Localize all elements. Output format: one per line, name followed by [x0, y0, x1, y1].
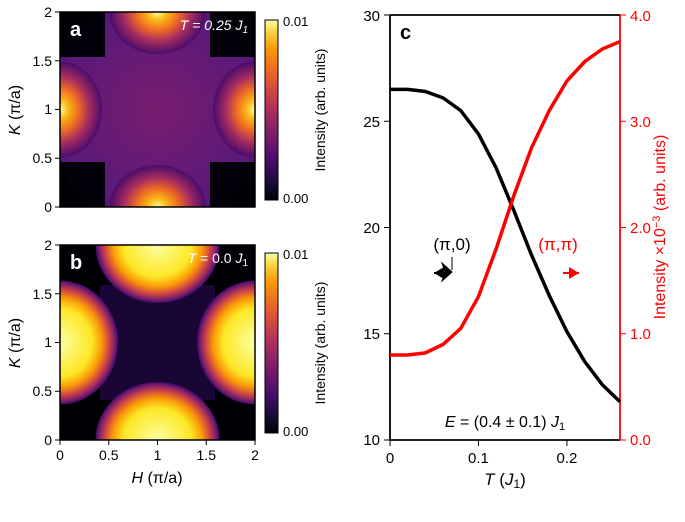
- svg-text:3.0: 3.0: [630, 114, 651, 131]
- svg-text:0.1: 0.1: [468, 450, 489, 467]
- panel-c-ylabel-right: Intensity ×10−3 (arb. units): [651, 135, 669, 320]
- svg-text:0: 0: [56, 447, 64, 463]
- svg-text:10: 10: [363, 432, 380, 449]
- panel-a-ylabel: K (π/a): [7, 85, 24, 135]
- panel-b: b T = 0.0 J1 0 0.5 1 1.5 2 0 0.5 1 1.5 2…: [5, 240, 335, 515]
- svg-text:2: 2: [251, 447, 259, 463]
- panel-c-label: c: [400, 22, 411, 44]
- svg-text:0.01: 0.01: [283, 247, 308, 262]
- svg-text:2: 2: [44, 4, 52, 20]
- panel-c: 10 15 20 25 30 0.0 1.0 2.0 3.0 4.0 0 0.1…: [345, 0, 685, 522]
- svg-text:0.5: 0.5: [99, 447, 119, 463]
- svg-text:1.5: 1.5: [33, 53, 53, 69]
- svg-text:0: 0: [44, 432, 52, 448]
- svg-text:0.01: 0.01: [283, 14, 308, 29]
- panel-a-label: a: [70, 19, 82, 41]
- svg-text:20: 20: [363, 220, 380, 237]
- svg-text:15: 15: [363, 326, 380, 343]
- svg-text:4.0: 4.0: [630, 8, 651, 25]
- svg-text:1.5: 1.5: [197, 447, 217, 463]
- colorbar-b-label: Intensity (arb. units): [312, 282, 328, 405]
- panel-c-xlabel: T (J1): [484, 470, 526, 491]
- svg-text:1.5: 1.5: [33, 286, 53, 302]
- svg-text:0: 0: [44, 199, 52, 215]
- svg-text:30: 30: [363, 8, 380, 25]
- svg-text:0.5: 0.5: [33, 150, 53, 166]
- colorbar-b: [265, 253, 278, 433]
- svg-text:2.0: 2.0: [630, 220, 651, 237]
- svg-text:0.00: 0.00: [283, 424, 308, 439]
- panel-b-label: b: [70, 252, 82, 274]
- anno-pi-pi: (π,π): [538, 235, 578, 254]
- svg-text:25: 25: [363, 114, 380, 131]
- svg-text:1: 1: [44, 334, 52, 350]
- svg-text:0.00: 0.00: [283, 191, 308, 206]
- svg-text:0.0: 0.0: [630, 432, 651, 449]
- svg-text:0.5: 0.5: [33, 383, 53, 399]
- panel-a: a T = 0.25 J1 0 0.5 1 1.5 2 K (π/a) 0.01…: [5, 0, 335, 255]
- anno-energy: E = (0.4 ± 0.1) J1: [445, 414, 565, 433]
- colorbar-a: [265, 20, 278, 200]
- svg-text:1: 1: [44, 101, 52, 117]
- svg-text:1: 1: [154, 447, 162, 463]
- svg-text:2: 2: [44, 240, 52, 253]
- colorbar-a-label: Intensity (arb. units): [312, 49, 328, 172]
- svg-text:0.2: 0.2: [556, 450, 577, 467]
- svg-text:1.0: 1.0: [630, 326, 651, 343]
- panel-b-ylabel: K (π/a): [7, 318, 24, 368]
- svg-text:0: 0: [386, 450, 394, 467]
- panel-b-xlabel: H (π/a): [131, 470, 182, 487]
- anno-pi-0: (π,0): [433, 235, 470, 254]
